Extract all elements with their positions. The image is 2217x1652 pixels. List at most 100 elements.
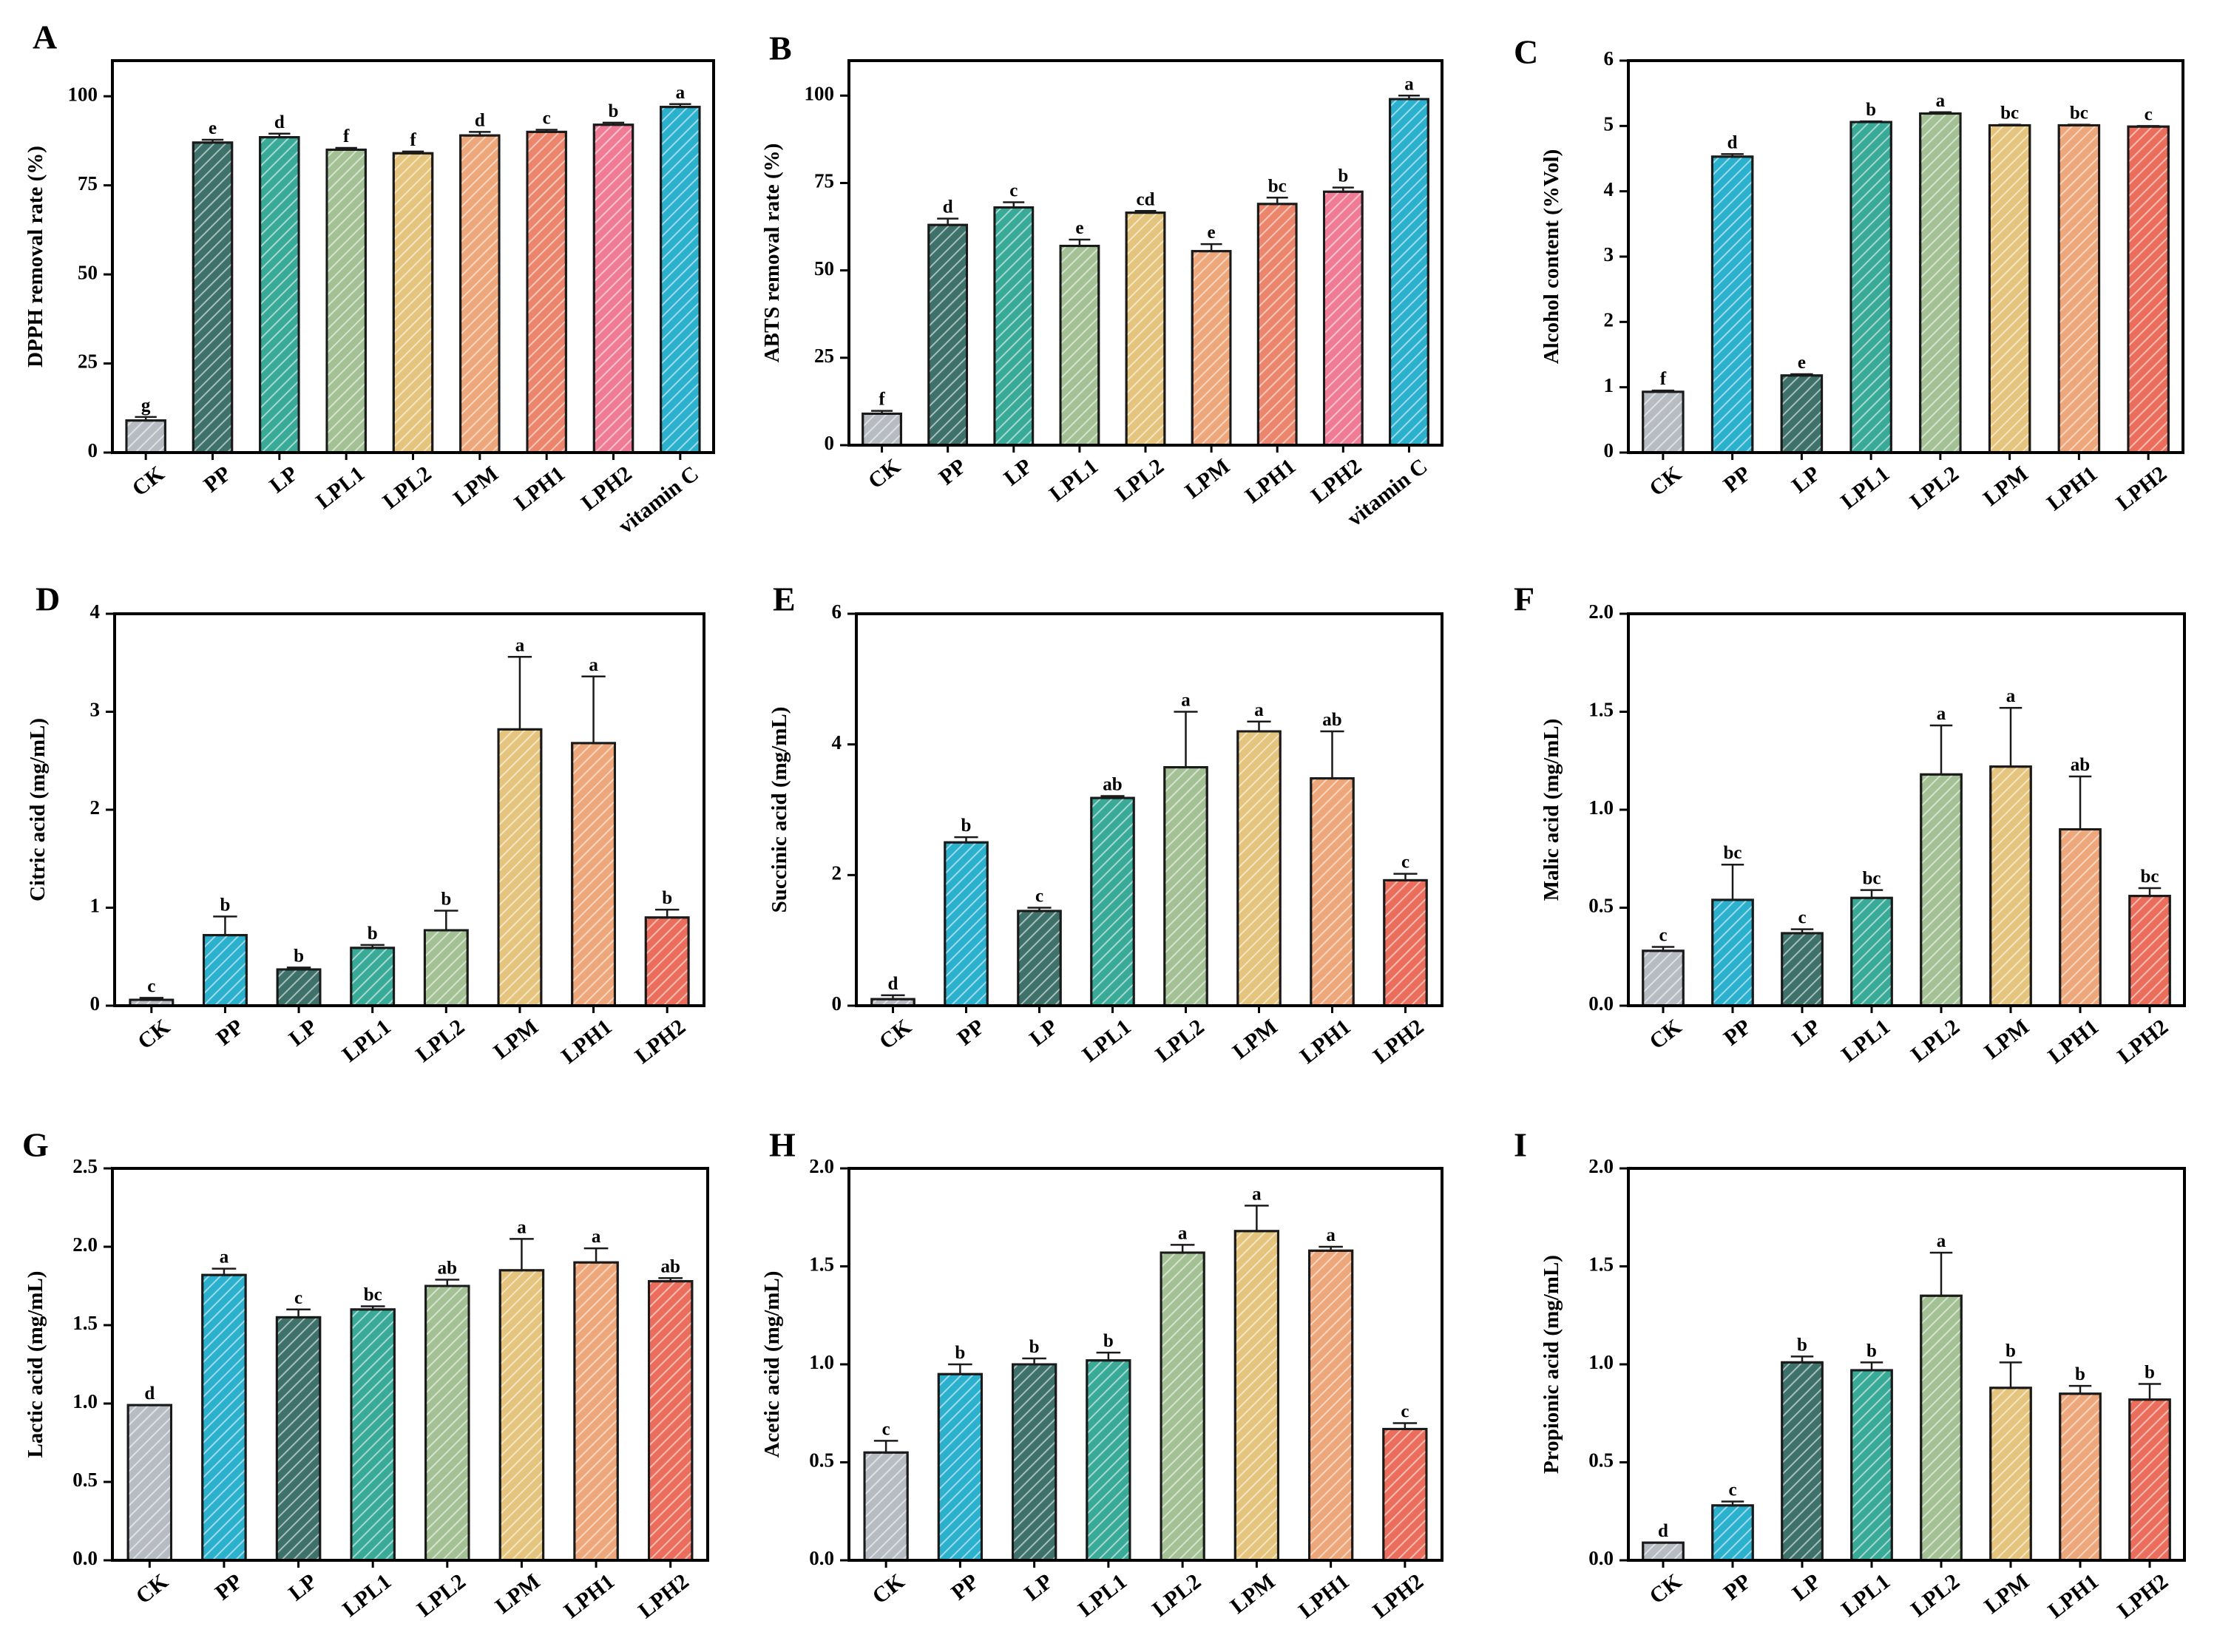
y-tick-label: 4: [1604, 178, 1614, 200]
y-tick-label: 2.0: [1588, 600, 1614, 623]
y-tick-label: 6: [832, 600, 842, 623]
y-tick-label: 100: [68, 83, 98, 105]
significance-label: c: [1728, 1480, 1736, 1500]
significance-label: d: [274, 112, 285, 132]
y-axis-title-d: Citric acid (mg/mL): [26, 718, 50, 901]
y-tick-label: 2: [832, 862, 842, 884]
bar-hatch: [1711, 898, 1754, 1007]
significance-label: b: [2006, 1341, 2016, 1361]
significance-label: c: [1659, 926, 1667, 946]
y-tick-label: 0.5: [1588, 895, 1614, 917]
panel-letter-h: H: [769, 1126, 796, 1164]
y-tick-label: 0.5: [1588, 1449, 1614, 1472]
panel-letter-c: C: [1514, 33, 1538, 71]
bar-hatch: [192, 141, 234, 454]
significance-label: b: [1797, 1335, 1807, 1355]
significance-label: ab: [660, 1256, 680, 1276]
bar-hatch: [325, 148, 367, 454]
significance-label: b: [2075, 1364, 2085, 1384]
panel-letter-a: A: [33, 18, 57, 56]
significance-label: d: [888, 974, 898, 994]
bar-hatch: [993, 206, 1035, 447]
significance-label: b: [1029, 1337, 1040, 1357]
y-tick-label: 0.0: [1588, 1547, 1614, 1569]
bar-hatch: [275, 1316, 322, 1562]
bar-hatch: [201, 1273, 247, 1562]
bar-hatch: [2059, 1392, 2102, 1562]
significance-label: b: [441, 889, 451, 909]
y-tick-label: 3: [1604, 243, 1614, 265]
y-axis-title-c: Alcohol content (%Vol): [1540, 149, 1563, 365]
bar-hatch: [1642, 1541, 1685, 1562]
significance-label: b: [368, 924, 378, 944]
y-tick-label: 1.0: [1588, 1351, 1614, 1373]
y-tick-label: 25: [814, 345, 834, 367]
y-tick-label: 1.5: [72, 1312, 98, 1334]
bar-hatch: [424, 1284, 470, 1562]
bar-hatch: [259, 136, 300, 454]
bar-hatch: [1710, 155, 1754, 454]
y-tick-label: 50: [814, 257, 834, 280]
significance-label: e: [1798, 353, 1806, 373]
bar-hatch: [497, 728, 543, 1007]
bar-hatch: [1256, 203, 1298, 447]
significance-label: c: [543, 108, 551, 128]
significance-label: a: [515, 635, 525, 655]
significance-label: a: [592, 1227, 601, 1247]
panel-letter-b: B: [769, 30, 792, 67]
significance-label: e: [209, 118, 217, 138]
y-tick-label: 2: [90, 796, 101, 819]
bar-hatch: [944, 841, 989, 1007]
bar-hatch: [125, 419, 166, 454]
panel-letter-e: E: [773, 580, 796, 618]
bar-hatch: [1642, 949, 1685, 1007]
significance-label: b: [2145, 1363, 2155, 1383]
bar-hatch: [526, 130, 567, 454]
bar-hatch: [203, 934, 248, 1007]
significance-label: a: [220, 1248, 229, 1267]
significance-label: a: [1936, 91, 1946, 111]
y-tick-label: 0.0: [72, 1547, 98, 1569]
bar-hatch: [1163, 766, 1208, 1007]
significance-label: f: [410, 130, 416, 150]
bar-hatch: [2127, 125, 2170, 454]
bar-hatch: [2057, 123, 2101, 454]
bar-hatch: [863, 1451, 909, 1562]
significance-label: b: [294, 946, 304, 966]
panel-letter-d: D: [35, 580, 60, 618]
y-tick-label: 100: [805, 82, 835, 104]
bar-hatch: [1382, 1427, 1428, 1562]
plot-frame-h: [847, 1167, 1443, 1562]
bar-hatch: [592, 123, 634, 454]
y-tick-label: 4: [832, 731, 842, 754]
y-axis-title-g: Lactic acid (mg/mL): [24, 1271, 47, 1458]
bar-hatch: [1012, 1363, 1057, 1562]
bar-hatch: [423, 929, 469, 1007]
significance-label: d: [144, 1384, 155, 1404]
y-tick-label: 0.0: [809, 1547, 834, 1569]
significance-label: c: [1798, 908, 1806, 928]
bar-hatch: [1389, 98, 1429, 447]
plot-frame-d: [113, 612, 705, 1007]
plot-frame-c: [1627, 59, 2184, 454]
significance-label: b: [1866, 100, 1876, 120]
bar-hatch: [1310, 777, 1355, 1007]
y-tick-label: 75: [78, 172, 98, 194]
significance-label: b: [961, 816, 972, 836]
significance-label: f: [1660, 369, 1667, 389]
significance-label: a: [1252, 1184, 1262, 1204]
significance-label: a: [1178, 1223, 1188, 1243]
significance-label: b: [662, 888, 672, 908]
significance-label: d: [1727, 132, 1738, 152]
y-tick-label: 2.0: [72, 1233, 98, 1256]
y-tick-label: 0: [832, 992, 842, 1015]
significance-label: a: [589, 655, 598, 675]
bar-hatch: [276, 968, 322, 1007]
significance-label: ab: [438, 1259, 457, 1279]
bar-hatch: [1017, 910, 1062, 1007]
panel-letter-i: I: [1514, 1126, 1527, 1164]
bar-hatch: [1711, 1504, 1754, 1562]
significance-label: c: [882, 1419, 890, 1439]
bar-hatch: [862, 412, 902, 447]
